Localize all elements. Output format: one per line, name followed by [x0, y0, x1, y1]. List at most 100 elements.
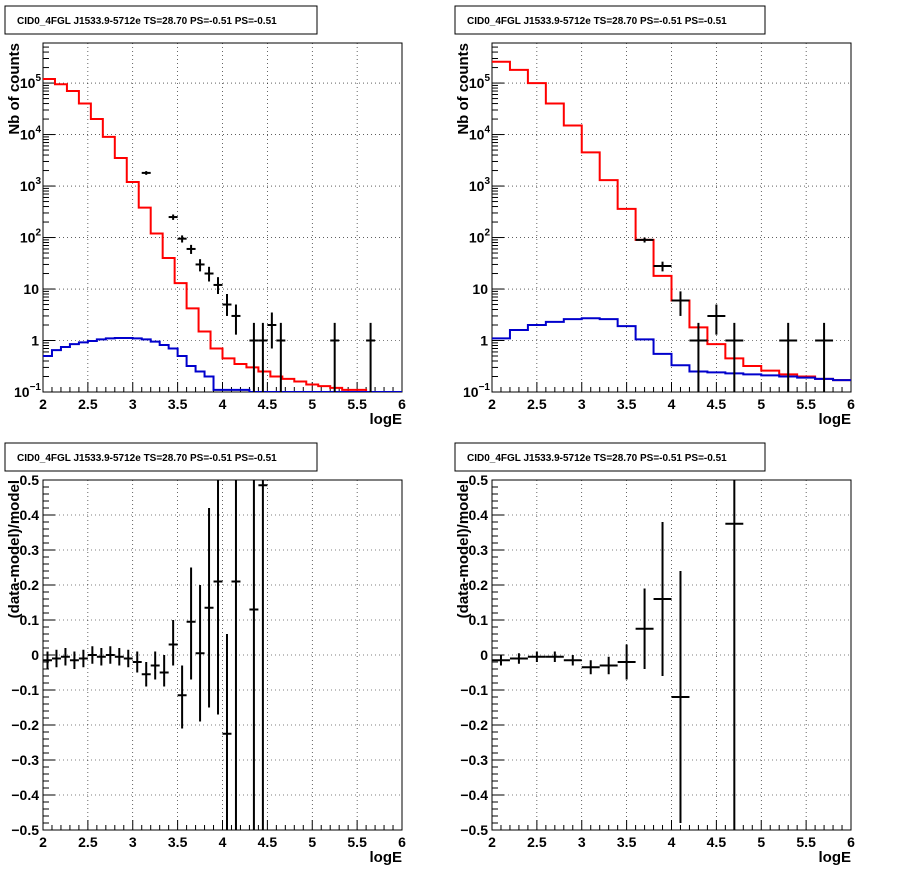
y-tick-label: −0.4: [11, 787, 39, 803]
data-point: [581, 660, 600, 675]
y-tick-label: 0: [31, 647, 39, 663]
data-point: [213, 480, 223, 715]
y-tick-label: 103: [20, 176, 42, 194]
data-point: [43, 651, 52, 669]
x-tick-label: 2.5: [527, 834, 547, 850]
y-tick-label: 103: [469, 176, 491, 194]
data-point: [635, 588, 654, 669]
y-axis-label: Nb of counts: [455, 43, 472, 135]
x-tick-label: 2: [488, 834, 496, 850]
y-tick-label: 1: [480, 333, 488, 349]
y-tick-label: 0.5: [20, 472, 40, 488]
x-tick-label: 4.5: [258, 396, 278, 412]
y-axis-label: (data-model)/model: [6, 480, 23, 618]
chart-title: CID0_4FGL J1533.9-5712e TS=28.70 PS=-0.5…: [17, 453, 277, 464]
x-tick-label: 4.5: [707, 396, 727, 412]
data-point: [779, 322, 798, 392]
y-tick-label: −0.5: [11, 822, 39, 838]
data-point: [725, 480, 744, 830]
data-point: [60, 648, 70, 666]
data-point: [213, 277, 223, 295]
data-point: [545, 651, 564, 662]
data-point: [635, 237, 654, 243]
x-tick-label: 6: [847, 396, 855, 412]
x-tick-label: 3.5: [168, 396, 188, 412]
data-point: [689, 322, 708, 392]
y-tick-label: 10−1: [463, 382, 490, 400]
y-tick-label: 0.2: [469, 577, 489, 593]
x-tick-label: 3.5: [168, 834, 188, 850]
data-point: [599, 656, 618, 675]
x-tick-label: 5: [308, 396, 316, 412]
data-point: [222, 634, 232, 830]
y-tick-label: 0.1: [469, 612, 489, 628]
x-tick-label: 4.5: [258, 834, 278, 850]
data-point: [96, 648, 106, 666]
x-tick-label: 4: [219, 396, 227, 412]
title-box: [4, 442, 318, 472]
x-tick-label: 5: [308, 834, 316, 850]
data-layer: [43, 480, 268, 830]
chart-title: CID0_4FGL J1533.9-5712e TS=28.70 PS=-0.5…: [467, 16, 727, 27]
chart-bottom-left: CID0_4FGL J1533.9-5712e TS=28.70 PS=-0.5…: [4, 442, 406, 866]
data-point: [671, 291, 690, 316]
data-point: [249, 322, 259, 392]
y-tick-label: 0.3: [469, 542, 489, 558]
y-tick-label: 0.2: [20, 577, 40, 593]
data-point: [492, 655, 510, 666]
data-point: [78, 649, 88, 668]
data-layer: [43, 77, 402, 392]
data-point: [69, 651, 79, 669]
data-point: [707, 304, 726, 335]
x-tick-label: 3: [578, 396, 586, 412]
data-point: [725, 322, 744, 392]
data-point: [267, 312, 277, 349]
y-tick-label: 104: [20, 125, 42, 143]
data-point: [617, 644, 636, 680]
chart-title: CID0_4FGL J1533.9-5712e TS=28.70 PS=-0.5…: [467, 453, 727, 464]
y-tick-label: −0.2: [11, 717, 39, 733]
x-tick-label: 2: [39, 396, 47, 412]
x-tick-label: 5.5: [347, 834, 367, 850]
x-axis-label: logE: [370, 411, 403, 428]
title-box: [454, 5, 766, 35]
data-point: [150, 651, 160, 680]
data-point: [204, 508, 214, 708]
y-tick-label: −0.1: [460, 682, 488, 698]
data-layer: [492, 480, 744, 830]
data-point: [258, 480, 268, 830]
y-tick-label: 0.3: [20, 542, 40, 558]
y-tick-label: 10−1: [14, 382, 41, 400]
x-tick-label: 3: [129, 834, 137, 850]
x-tick-label: 6: [398, 834, 406, 850]
data-point: [330, 322, 340, 392]
data-point: [653, 522, 672, 676]
x-tick-label: 2.5: [527, 396, 547, 412]
data-point: [105, 646, 115, 664]
x-tick-label: 3: [578, 834, 586, 850]
x-tick-label: 5: [757, 396, 765, 412]
chart-top-left: CID0_4FGL J1533.9-5712e TS=28.70 PS=-0.5…: [4, 5, 406, 428]
data-point: [195, 585, 205, 722]
data-point: [671, 571, 690, 823]
y-axis-label: Nb of counts: [6, 43, 23, 135]
data-layer: [492, 60, 851, 392]
data-point: [258, 322, 268, 392]
histogram-series-1: [43, 336, 402, 392]
chart-top-right: CID0_4FGL J1533.9-5712e TS=28.70 PS=-0.5…: [454, 5, 855, 428]
y-tick-label: 0.4: [20, 507, 40, 523]
x-tick-label: 3.5: [617, 396, 637, 412]
x-tick-label: 6: [847, 834, 855, 850]
data-point: [186, 567, 196, 680]
y-tick-label: −0.3: [460, 752, 488, 768]
data-point: [366, 322, 376, 392]
data-point: [177, 235, 187, 243]
title-box: [454, 442, 766, 472]
x-tick-label: 5.5: [796, 396, 816, 412]
x-tick-label: 5: [757, 834, 765, 850]
x-tick-label: 4: [668, 396, 676, 412]
data-point: [195, 259, 205, 272]
y-tick-label: 104: [469, 125, 491, 143]
x-tick-label: 5.5: [347, 396, 367, 412]
